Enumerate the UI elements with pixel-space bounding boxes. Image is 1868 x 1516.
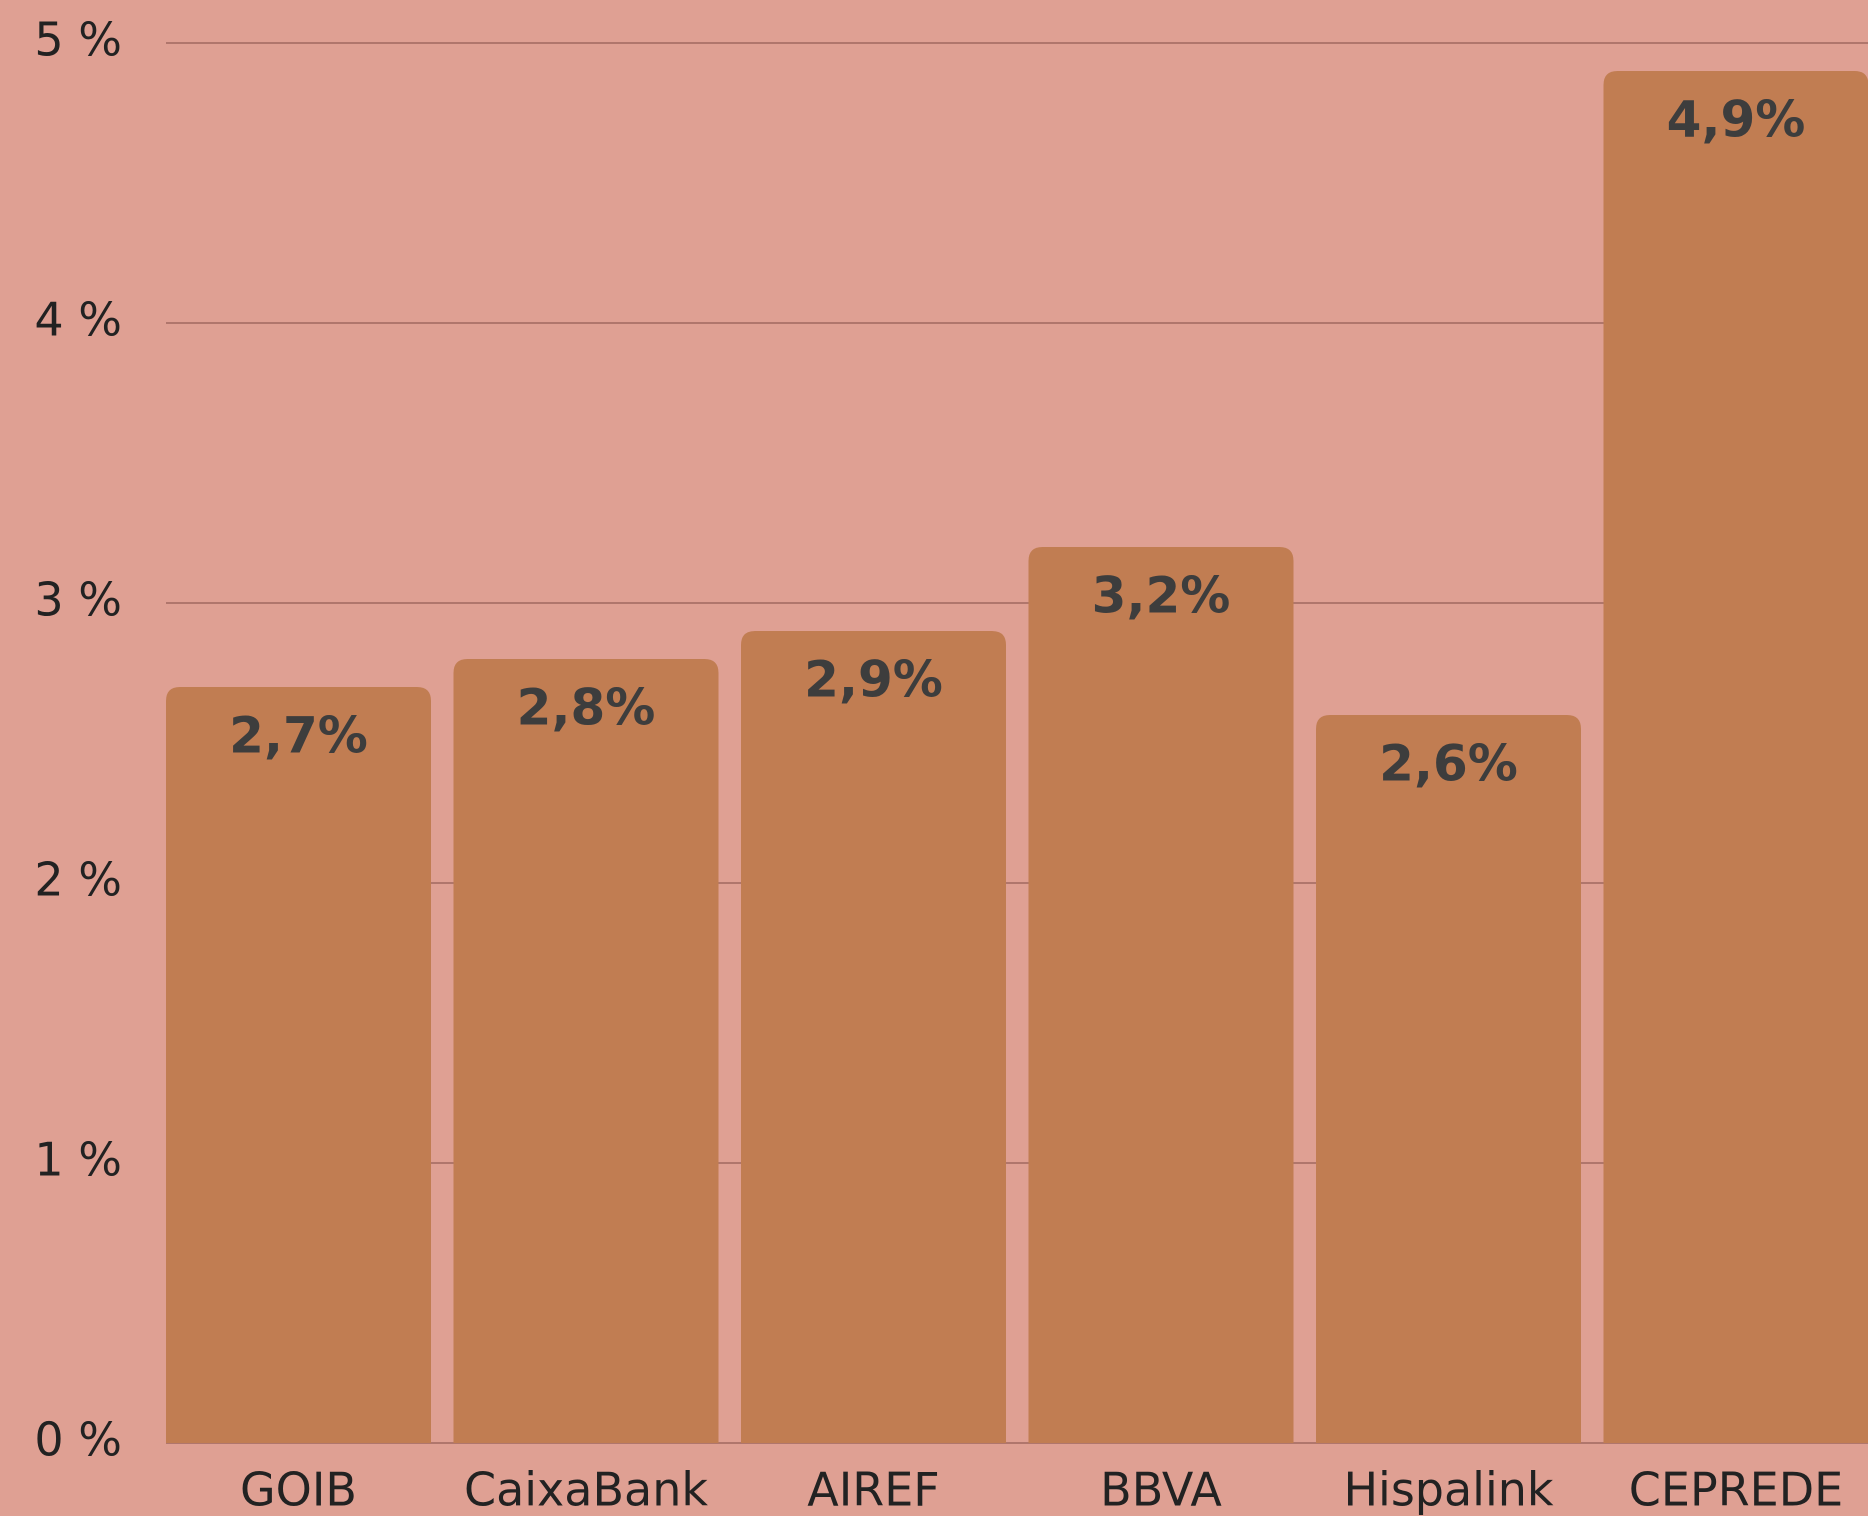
bar: [166, 687, 431, 1443]
value-label: 3,2%: [1092, 567, 1231, 625]
y-tick-label: 2 %: [34, 853, 122, 907]
value-label: 2,7%: [229, 707, 368, 765]
x-tick-label: CaixaBank: [464, 1463, 708, 1516]
y-tick-label: 0 %: [34, 1413, 122, 1467]
bar: [1028, 547, 1294, 1443]
y-tick-label: 4 %: [34, 293, 122, 347]
bar: [453, 659, 719, 1443]
bar: [1603, 71, 1868, 1443]
y-tick-label: 3 %: [34, 573, 122, 627]
bar: [741, 631, 1006, 1443]
value-label: 2,8%: [517, 679, 656, 737]
value-label: 2,9%: [804, 651, 943, 709]
x-tick-label: CEPREDE: [1629, 1463, 1843, 1516]
bar: [1316, 715, 1581, 1443]
x-tick-label: AIREF: [807, 1463, 940, 1516]
x-tick-label: Hispalink: [1343, 1463, 1553, 1516]
y-tick-label: 5 %: [34, 13, 122, 67]
value-label: 4,9%: [1667, 91, 1806, 149]
x-tick-label: BBVA: [1100, 1463, 1222, 1516]
x-tick-label: GOIB: [240, 1463, 357, 1516]
value-label: 2,6%: [1379, 735, 1518, 793]
y-tick-label: 1 %: [34, 1133, 122, 1187]
